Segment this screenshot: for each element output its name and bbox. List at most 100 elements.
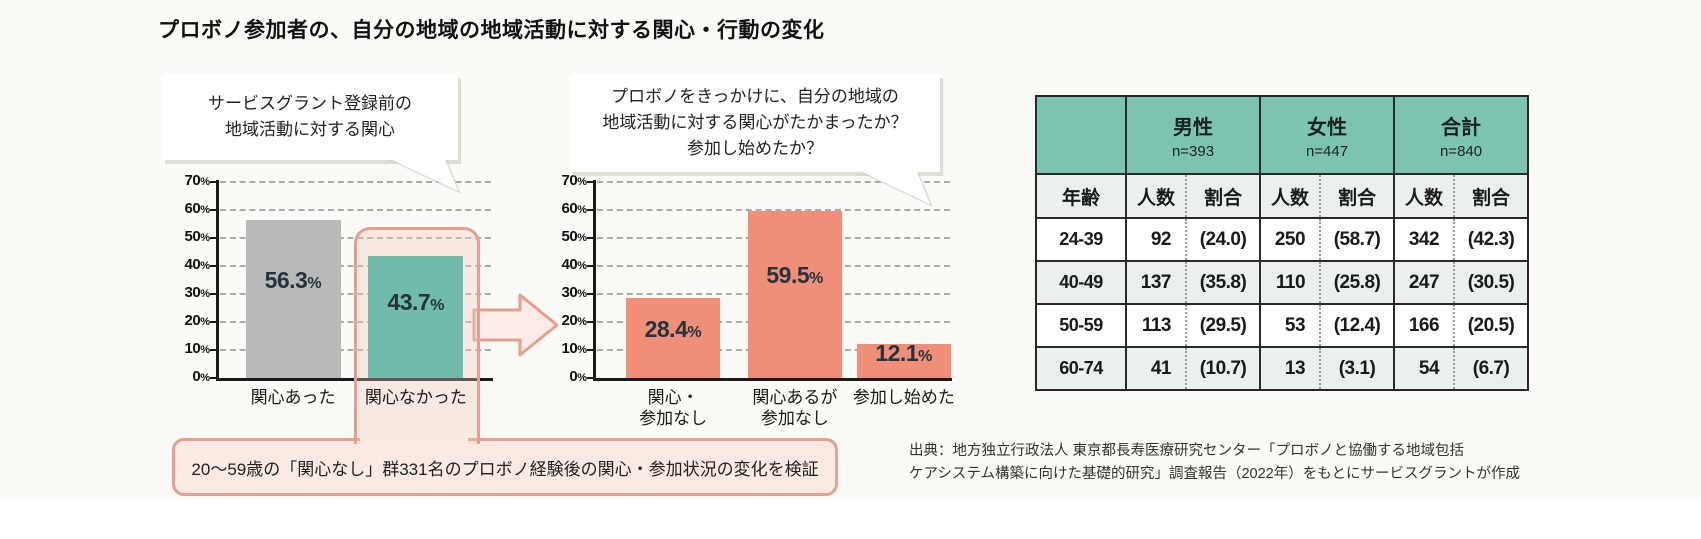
bar-value-label: 59.5% (766, 261, 824, 288)
stats-table: 男性 n=393 女性 n=447 合計 n=840 年齢 人数 割合 人数 割合 人数 割合 24-3… (1035, 95, 1530, 391)
y-tick-mark (587, 265, 595, 267)
y-tick-label: 30% (184, 284, 210, 301)
count-cell: 41 (1125, 346, 1186, 390)
highlight-outline (354, 227, 480, 444)
table-corner-cell (1036, 96, 1126, 174)
y-tick-mark (587, 293, 595, 295)
speech-bubble-tail-icon (386, 157, 458, 191)
x-category-label: 関心あった (250, 388, 336, 407)
gridline (597, 349, 950, 351)
table-group-header: 女性 n=447 (1259, 96, 1395, 174)
count-cell: 110 (1259, 260, 1321, 304)
bar (245, 220, 341, 378)
y-tick-label: 60% (561, 200, 587, 217)
y-tick-mark (587, 377, 595, 379)
table-sub-header: 人数 (1259, 173, 1321, 218)
gridline (597, 293, 950, 295)
y-tick-mark (210, 321, 218, 323)
table-sub-header: 人数 (1125, 173, 1186, 218)
ratio-cell: (25.8) (1319, 260, 1395, 304)
y-tick-mark (210, 377, 218, 379)
y-tick-mark (587, 209, 595, 211)
page-title: プロボノ参加者の、自分の地域の地域活動に対する関心・行動の変化 (158, 19, 825, 42)
table-row: 40-49 137 (35.8) 110 (25.8) 247 (30.5) (1036, 260, 1529, 304)
y-tick-label: 0% (569, 368, 587, 385)
y-tick-label: 40% (561, 256, 587, 273)
source-line: 出典：地方独立行政法人 東京都長寿医療研究センター「プロボノと協働する地域包括 (909, 443, 1465, 459)
count-cell: 166 (1393, 303, 1455, 347)
x-category-label: 関心あるが 参加なし (752, 388, 838, 428)
ratio-cell: (20.5) (1453, 303, 1529, 347)
table-row: 50-59 113 (29.5) 53 (12.4) 166 (20.5) (1036, 303, 1529, 347)
bar (747, 211, 842, 378)
ratio-cell: (58.7) (1319, 217, 1395, 261)
source-line: ケアシステム構築に向けた基礎的研究」調査報告（2022年）をもとにサービスグラン… (909, 466, 1520, 483)
bottom-margin (0, 497, 1701, 539)
y-tick-label: 70% (184, 172, 210, 189)
highlight-trunk-junction (360, 437, 468, 445)
speech-bubble-before: サービスグラント登録前の 地域活動に対する関心 (162, 74, 458, 160)
y-tick-label: 70% (561, 172, 587, 189)
demographics-table: 男性 n=393 女性 n=447 合計 n=840 年齢 人数 割合 人数 割合 人数 割合 24-3… (1035, 95, 1530, 391)
age-range-cell: 60-74 (1036, 346, 1126, 390)
bubble-text-line: 地域活動に対する関心 (225, 120, 395, 139)
count-cell: 13 (1259, 346, 1321, 390)
x-category-label: 参加し始めた (852, 388, 955, 407)
count-cell: 342 (1393, 217, 1455, 261)
bar-value-label: 28.4% (644, 315, 702, 342)
table-sub-header: 年齢 (1036, 173, 1126, 218)
speech-bubble-after: プロボノをきっかけに、自分の地域の 地域活動に対する関心がたかまったか？ 参加し… (570, 74, 940, 172)
ratio-cell: (12.4) (1319, 303, 1395, 347)
x-axis (593, 378, 952, 381)
y-tick-mark (210, 181, 218, 183)
table-group-header: 男性 n=393 (1124, 96, 1261, 174)
table-sub-header: 割合 (1319, 173, 1395, 218)
age-range-cell: 24-39 (1036, 217, 1126, 261)
table-sub-header: 割合 (1184, 173, 1261, 218)
count-cell: 113 (1125, 303, 1186, 347)
note-box: 20～59歳の「関心なし」群331名のプロボノ経験後の関心・参加状況の変化を検証 (172, 438, 838, 496)
bar-value-label: 56.3% (264, 267, 322, 294)
ratio-cell: (6.7) (1453, 346, 1529, 390)
y-tick-mark (210, 265, 218, 267)
gridline (597, 321, 950, 323)
y-axis (216, 180, 219, 378)
bubble-text-line: 参加し始めたか？ (687, 139, 823, 158)
bubble-text-line: プロボノをきっかけに、自分の地域の (611, 87, 899, 106)
y-tick-mark (210, 209, 218, 211)
y-tick-label: 20% (184, 312, 210, 329)
ratio-cell: (10.7) (1184, 346, 1261, 390)
bar-value-label: 12.1% (875, 340, 933, 367)
bubble-text-line: 地域活動に対する関心がたかまったか？ (602, 113, 908, 132)
y-tick-mark (210, 293, 218, 295)
y-tick-label: 10% (184, 340, 210, 357)
bubble-text-line: サービスグラント登録前の (208, 94, 412, 113)
y-tick-mark (210, 349, 218, 351)
y-tick-mark (210, 237, 218, 239)
table-sub-header: 割合 (1453, 173, 1529, 218)
gridline (220, 209, 491, 211)
y-tick-label: 50% (184, 228, 210, 245)
gridline (597, 209, 950, 211)
table-row: 60-74 41 (10.7) 13 (3.1) 54 (6.7) (1036, 346, 1529, 390)
count-cell: 54 (1393, 346, 1455, 390)
y-tick-mark (587, 181, 595, 183)
ratio-cell: (30.5) (1453, 260, 1529, 304)
ratio-cell: (35.8) (1184, 260, 1261, 304)
count-cell: 250 (1259, 217, 1321, 261)
count-cell: 247 (1393, 260, 1455, 304)
age-range-cell: 40-49 (1036, 260, 1126, 304)
y-tick-label: 60% (184, 200, 210, 217)
count-cell: 92 (1125, 217, 1186, 261)
table-row: 24-39 92 (24.0) 250 (58.7) 342 (42.3) (1036, 217, 1529, 261)
age-range-cell: 50-59 (1036, 303, 1126, 347)
table-group-header: 合計 n=840 (1393, 96, 1529, 174)
gridline (597, 265, 950, 267)
ratio-cell: (29.5) (1184, 303, 1261, 347)
count-cell: 137 (1125, 260, 1186, 304)
ratio-cell: (42.3) (1453, 217, 1529, 261)
x-category-label: 関心・ 参加なし (639, 388, 708, 428)
source-attribution: 出典：地方独立行政法人 東京都長寿医療研究センター「プロボノと協働する地域包括 … (909, 440, 1549, 486)
y-tick-label: 50% (561, 228, 587, 245)
